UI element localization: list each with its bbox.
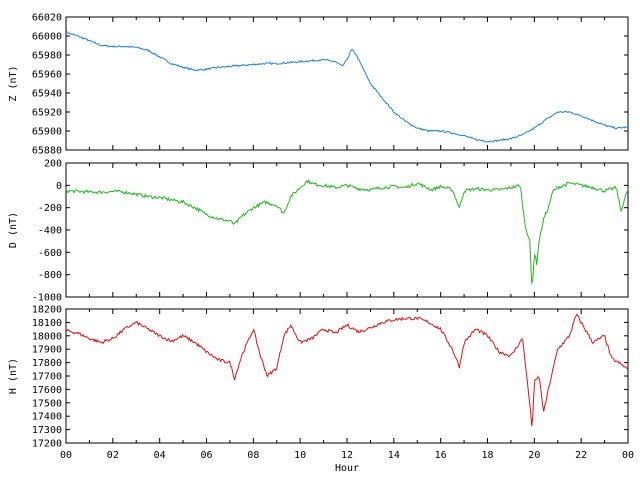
- y-tick-label-0-5: 65980: [32, 51, 62, 62]
- x-tick-label-7: 14: [388, 450, 400, 461]
- x-tick-label-10: 20: [528, 450, 540, 461]
- y-tick-label-0-2: 65920: [32, 108, 62, 119]
- x-tick-label-6: 12: [341, 450, 353, 461]
- x-tick-label-9: 18: [481, 450, 493, 461]
- y-tick-label-2-3: 17500: [32, 398, 62, 409]
- x-tick-label-5: 10: [294, 450, 306, 461]
- series-line-2: [65, 313, 629, 427]
- y-tick-label-2-4: 17600: [32, 385, 62, 396]
- y-tick-label-2-5: 17700: [32, 372, 62, 383]
- panel-frame-1: [65, 162, 629, 298]
- y-tick-label-1-2: -600: [38, 248, 62, 259]
- y-tick-label-2-7: 17900: [32, 345, 62, 356]
- panel-frame-0: [65, 16, 629, 151]
- y-axis-title-0: Z (nT): [8, 65, 19, 101]
- y-tick-label-1-0: -1000: [32, 293, 62, 304]
- y-tick-label-1-3: -400: [38, 226, 62, 237]
- y-tick-label-1-1: -800: [38, 270, 62, 281]
- x-axis-title: Hour: [335, 463, 359, 474]
- x-tick-label-3: 06: [200, 450, 212, 461]
- y-tick-label-0-1: 65900: [32, 127, 62, 138]
- x-tick-label-1: 02: [107, 450, 119, 461]
- y-tick-label-2-9: 18100: [32, 318, 62, 329]
- y-tick-label-2-6: 17800: [32, 358, 62, 369]
- panel-frame-2: [65, 308, 629, 444]
- x-tick-label-2: 04: [154, 450, 166, 461]
- y-tick-label-0-0: 65880: [32, 146, 62, 157]
- x-tick-label-12: 00: [622, 450, 634, 461]
- y-tick-label-2-0: 17200: [32, 439, 62, 450]
- y-tick-label-2-8: 18000: [32, 331, 62, 342]
- series-line-0: [65, 31, 629, 143]
- x-tick-label-4: 08: [247, 450, 259, 461]
- y-axis-title-1: D (nT): [8, 212, 19, 248]
- y-tick-label-2-10: 18200: [32, 305, 62, 316]
- x-tick-label-8: 16: [435, 450, 447, 461]
- y-tick-label-0-3: 65940: [32, 89, 62, 100]
- y-tick-label-0-6: 66000: [32, 32, 62, 43]
- y-tick-label-2-1: 17300: [32, 425, 62, 436]
- x-tick-label-0: 00: [60, 450, 72, 461]
- y-tick-label-1-4: -200: [38, 203, 62, 214]
- y-tick-label-2-2: 17400: [32, 412, 62, 423]
- series-line-1: [65, 178, 629, 285]
- y-tick-label-0-4: 65960: [32, 70, 62, 81]
- y-tick-label-1-5: 0: [56, 181, 62, 192]
- y-tick-label-1-6: 200: [44, 159, 62, 170]
- y-tick-label-0-7: 66020: [32, 13, 62, 24]
- y-axis-title-2: H (nT): [8, 358, 19, 394]
- x-tick-label-11: 22: [575, 450, 587, 461]
